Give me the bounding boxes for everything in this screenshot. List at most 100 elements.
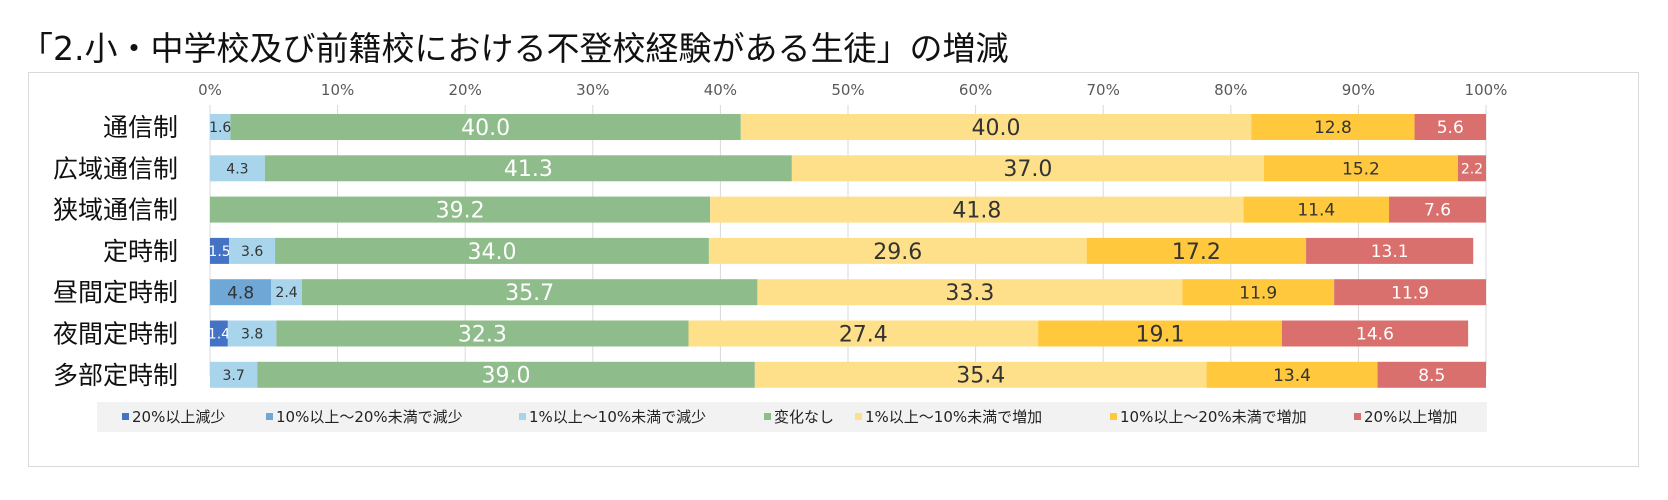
data-label: 8.5: [1418, 366, 1445, 386]
data-label: 17.2: [1172, 240, 1221, 265]
bar-segment: [1206, 361, 1378, 388]
category-label: 定時制: [103, 237, 178, 266]
legend-swatch: [122, 413, 129, 420]
data-label: 2.4: [275, 285, 297, 301]
data-label: 4.8: [227, 283, 254, 303]
data-label: 13.1: [1371, 242, 1409, 262]
data-label: 33.3: [945, 281, 994, 306]
bar-segment: [271, 279, 302, 306]
bar-segment: [275, 237, 709, 264]
category-label: 狭域通信制: [53, 196, 178, 225]
data-label: 39.2: [436, 199, 485, 224]
bar-segment: [1243, 196, 1390, 223]
legend-swatch: [1354, 413, 1361, 420]
bar-segment: [1182, 279, 1335, 306]
legend-entry: 1%以上～10%未満で増加: [865, 408, 1042, 426]
legend-entry: 20%以上減少: [132, 408, 225, 426]
category-label: 広域通信制: [53, 154, 178, 183]
x-tick-label: 60%: [959, 81, 992, 99]
data-label: 14.6: [1356, 325, 1394, 345]
bar-segment: [257, 361, 755, 388]
bar-segment: [210, 114, 231, 140]
legend-entry: 1%以上～10%未満で減少: [529, 408, 706, 426]
bar-segment: [210, 361, 258, 388]
bar-segment: [757, 279, 1183, 306]
bar-segment: [264, 155, 792, 182]
bar-segment: [1086, 237, 1307, 264]
legend-swatch: [764, 413, 771, 420]
bar-segment: [229, 237, 276, 264]
bar-segment: [276, 320, 689, 347]
data-label: 41.3: [504, 157, 553, 182]
data-label: 3.7: [222, 368, 244, 384]
x-tick-label: 40%: [704, 81, 737, 99]
data-label: 12.8: [1314, 118, 1352, 138]
bar-segment: [210, 155, 265, 182]
data-label: 39.0: [482, 364, 531, 389]
bar-segment: [740, 114, 1252, 140]
category-label: 通信制: [103, 113, 178, 142]
data-label: 34.0: [468, 240, 517, 265]
data-label: 35.7: [505, 281, 554, 306]
bar-segment: [1281, 320, 1469, 347]
data-label: 40.0: [461, 116, 510, 141]
bar-segment: [1251, 114, 1415, 140]
category-label: 昼間定時制: [53, 278, 178, 307]
legend-swatch: [855, 413, 862, 420]
legend-swatch: [1110, 413, 1117, 420]
x-tick-label: 100%: [1465, 81, 1508, 99]
bar-segment: [1457, 155, 1486, 182]
category-label: 夜間定時制: [53, 320, 178, 349]
data-label: 15.2: [1342, 159, 1380, 179]
bar-segment: [230, 114, 741, 140]
x-tick-label: 50%: [831, 81, 864, 99]
data-label: 3.6: [241, 244, 263, 260]
data-label: 3.8: [241, 327, 263, 343]
bar-segment: [754, 361, 1207, 388]
data-label: 13.4: [1273, 366, 1311, 386]
bar-segment: [710, 196, 1244, 223]
data-label: 19.1: [1135, 322, 1184, 347]
category-label: 多部定時制: [53, 361, 178, 390]
data-label: 1.5: [208, 244, 230, 260]
data-label: 5.6: [1437, 118, 1464, 138]
x-tick-label: 0%: [198, 81, 222, 99]
bar-segment: [1038, 320, 1282, 347]
data-label: 11.4: [1297, 201, 1335, 221]
data-label: 35.4: [956, 364, 1005, 389]
data-label: 40.0: [972, 116, 1021, 141]
bar-segment: [210, 196, 711, 223]
bar-segment: [1414, 114, 1486, 140]
data-label: 4.3: [226, 161, 248, 177]
x-tick-label: 10%: [321, 81, 354, 99]
x-tick-label: 90%: [1342, 81, 1375, 99]
chart-area: 0% 10% 20% 30% 40% 50% 60% 70% 80% 90% 100% 通信制 1.6 4…: [28, 72, 1639, 467]
data-label: 27.4: [839, 322, 888, 347]
legend-entry: 変化なし: [774, 408, 834, 426]
data-label: 29.6: [873, 240, 922, 265]
bar-segment: [1377, 361, 1486, 388]
data-label: 11.9: [1391, 283, 1429, 303]
bar-segment: [210, 320, 228, 347]
data-label: 1.6: [209, 120, 231, 136]
bar-segment: [688, 320, 1039, 347]
bar-segment: [210, 237, 230, 264]
bar-segment: [1389, 196, 1486, 223]
bar-segment: [301, 279, 758, 306]
bar-segment: [1306, 237, 1474, 264]
x-tick-label: 20%: [449, 81, 482, 99]
bar-segment: [1334, 279, 1486, 306]
legend-entry: 10%以上～20%未満で減少: [276, 408, 463, 426]
data-label: 32.3: [458, 322, 507, 347]
page-title: 「2.小・中学校及び前籍校における不登校経験がある生徒」の増減: [20, 29, 1009, 68]
data-label: 2.2: [1461, 161, 1483, 177]
legend-swatch: [266, 413, 273, 420]
data-label: 37.0: [1003, 157, 1052, 182]
legend-swatch: [519, 413, 526, 420]
bar-segment: [227, 320, 277, 347]
bar-segment: [1263, 155, 1458, 182]
legend-background: [97, 402, 1487, 432]
bar-segment: [708, 237, 1087, 264]
data-label: 7.6: [1424, 201, 1451, 221]
data-label: 11.9: [1239, 283, 1277, 303]
